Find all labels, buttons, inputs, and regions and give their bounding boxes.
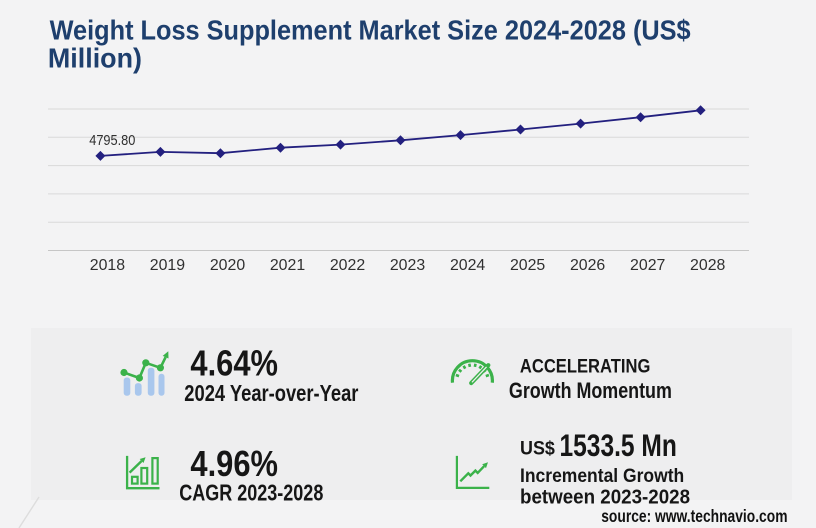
svg-text:Million): Million) <box>48 42 142 73</box>
svg-text:2020: 2020 <box>210 257 246 274</box>
svg-text:2022: 2022 <box>330 257 365 274</box>
svg-text:Weight Loss Supplement Market: Weight Loss Supplement Market Size 2024-… <box>50 15 691 46</box>
svg-text:2023: 2023 <box>390 257 426 274</box>
svg-text:2025: 2025 <box>510 257 546 274</box>
svg-text:4795.80: 4795.80 <box>89 132 135 148</box>
svg-text:2024 Year-over-Year: 2024 Year-over-Year <box>184 381 358 407</box>
svg-text:2019: 2019 <box>150 257 186 274</box>
svg-text:1533.5 Mn: 1533.5 Mn <box>560 428 677 462</box>
svg-text:CAGR 2023-2028: CAGR 2023-2028 <box>179 481 323 507</box>
svg-text:source: www.technavio.com: source: www.technavio.com <box>601 507 787 526</box>
svg-text:2028: 2028 <box>690 257 726 274</box>
svg-text:4.96%: 4.96% <box>190 445 278 485</box>
svg-text:4.64%: 4.64% <box>190 344 278 384</box>
svg-text:ACCELERATING: ACCELERATING <box>520 355 650 376</box>
svg-text:2024: 2024 <box>450 257 486 274</box>
svg-text:US$: US$ <box>520 437 555 459</box>
svg-text:2027: 2027 <box>630 257 665 274</box>
svg-text:2021: 2021 <box>270 257 306 274</box>
svg-text:Growth Momentum: Growth Momentum <box>509 379 672 403</box>
svg-text:Incremental Growth: Incremental Growth <box>520 464 684 486</box>
svg-text:2026: 2026 <box>570 257 606 274</box>
svg-text:between 2023-2028: between 2023-2028 <box>520 486 690 509</box>
svg-text:2018: 2018 <box>90 257 126 274</box>
